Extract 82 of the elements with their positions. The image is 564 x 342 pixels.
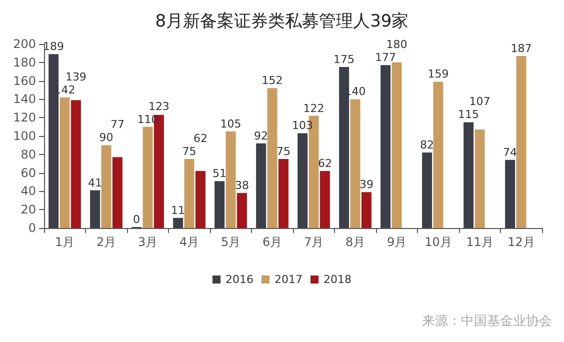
bar: [214, 181, 225, 228]
data-label: 152: [262, 74, 283, 88]
y-tick-label: 0: [28, 221, 36, 235]
bar: [173, 218, 184, 228]
data-label: 62: [318, 156, 332, 170]
data-label: 51: [212, 167, 227, 180]
data-label: 122: [303, 102, 324, 115]
y-tick-label: 80: [20, 147, 36, 162]
data-label: 39: [359, 178, 374, 192]
legend-label: 2017: [274, 273, 303, 286]
y-tick-label: 20: [20, 202, 36, 217]
bar: [392, 62, 402, 228]
y-tick-label: 140: [13, 92, 36, 106]
data-label: 75: [182, 145, 196, 158]
data-label: 38: [234, 179, 249, 192]
bar: [380, 65, 391, 228]
data-label: 175: [334, 53, 355, 66]
x-tick-label: 8月: [345, 235, 366, 249]
data-label: 41: [88, 176, 102, 190]
source-note: 来源：中国基金业协会: [422, 314, 552, 329]
y-tick-label: 100: [13, 129, 36, 143]
bar: [361, 192, 372, 228]
data-label: 115: [458, 108, 480, 122]
data-label: 82: [420, 138, 434, 152]
data-label: 139: [65, 70, 86, 84]
data-label: 187: [510, 42, 532, 55]
x-tick-label: 1月: [54, 235, 75, 249]
bar: [505, 160, 516, 228]
x-tick-label: 5月: [220, 235, 241, 249]
data-label: 11: [171, 204, 186, 217]
x-tick-label: 3月: [138, 235, 158, 249]
bar: [226, 131, 236, 228]
x-tick-label: 10月: [424, 235, 452, 249]
data-label: 75: [276, 145, 290, 158]
data-label: 107: [469, 95, 490, 108]
data-label: 123: [148, 100, 170, 113]
bar: [195, 170, 206, 228]
bar: [70, 100, 81, 228]
y-tick-label: 40: [20, 184, 36, 198]
bar: [256, 143, 266, 228]
bar: [464, 122, 474, 228]
bar: [278, 159, 288, 228]
bar: [142, 126, 153, 228]
y-tick-label: 60: [20, 166, 36, 180]
legend-label: 2018: [323, 273, 352, 286]
y-tick-label: 160: [13, 74, 36, 88]
bar: [60, 97, 70, 228]
bar: [184, 159, 194, 228]
data-label: 77: [110, 118, 124, 132]
data-label: 180: [386, 38, 408, 52]
bar: [267, 88, 278, 228]
data-label: 105: [220, 117, 242, 130]
y-tick-label: 120: [13, 110, 36, 125]
y-tick-label: 180: [13, 55, 36, 70]
chart-title: 8月新备案证券类私募管理人39家: [155, 12, 409, 32]
x-tick-label: 9月: [386, 235, 407, 249]
data-label: 74: [503, 146, 518, 159]
bar: [474, 130, 485, 228]
data-label: 62: [193, 132, 208, 145]
bar: [320, 170, 330, 228]
bar: [90, 190, 100, 228]
x-tick-label: 7月: [304, 235, 324, 249]
data-label: 92: [254, 129, 268, 142]
bar: [422, 152, 432, 228]
x-tick-label: 6月: [262, 235, 282, 249]
legend-label: 2016: [226, 273, 254, 286]
x-tick-label: 4月: [179, 235, 200, 249]
bar: [101, 145, 112, 228]
x-tick-label: 12月: [508, 235, 535, 249]
x-tick-label: 2月: [96, 235, 116, 249]
bar: [350, 99, 360, 228]
bar: [298, 133, 308, 228]
data-label: 0: [133, 213, 140, 226]
x-tick-label: 11月: [466, 235, 494, 249]
bar: [516, 56, 526, 228]
bar: [433, 82, 444, 228]
bar: [236, 193, 247, 228]
y-tick-label: 200: [13, 37, 36, 51]
data-label: 177: [375, 51, 396, 64]
data-label: 90: [99, 131, 114, 144]
bar: [112, 157, 122, 228]
data-label: 159: [428, 68, 449, 81]
